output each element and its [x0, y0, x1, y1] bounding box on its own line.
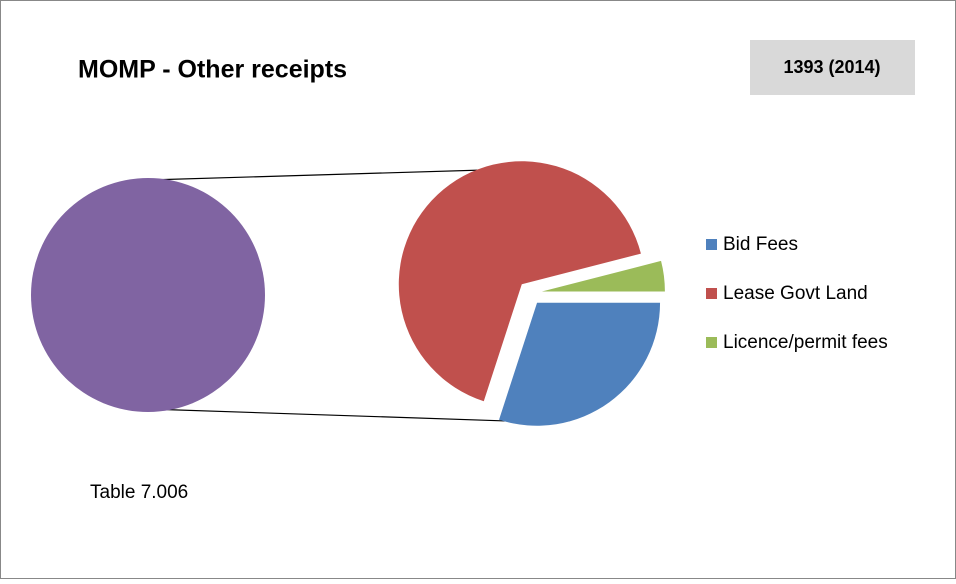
subtitle-box — [750, 40, 915, 95]
legend-swatch — [706, 239, 717, 250]
chart-title: MOMP - Other receipts — [78, 56, 347, 84]
pie-slice — [541, 260, 665, 292]
pie-slice — [398, 161, 641, 402]
legend-label: Lease Govt Land — [723, 283, 868, 304]
annotation: Table 7.006 — [90, 482, 188, 503]
legend-swatch — [706, 337, 717, 348]
subtitle: 1393 (2014) — [783, 57, 880, 77]
legend-label: Licence/permit fees — [723, 332, 888, 353]
legend-label: Bid Fees — [723, 234, 798, 255]
pie-slice — [499, 302, 661, 426]
connector-line — [147, 168, 518, 181]
connector-line — [147, 408, 538, 423]
legend-swatch — [706, 288, 717, 299]
group-pie — [31, 178, 265, 412]
